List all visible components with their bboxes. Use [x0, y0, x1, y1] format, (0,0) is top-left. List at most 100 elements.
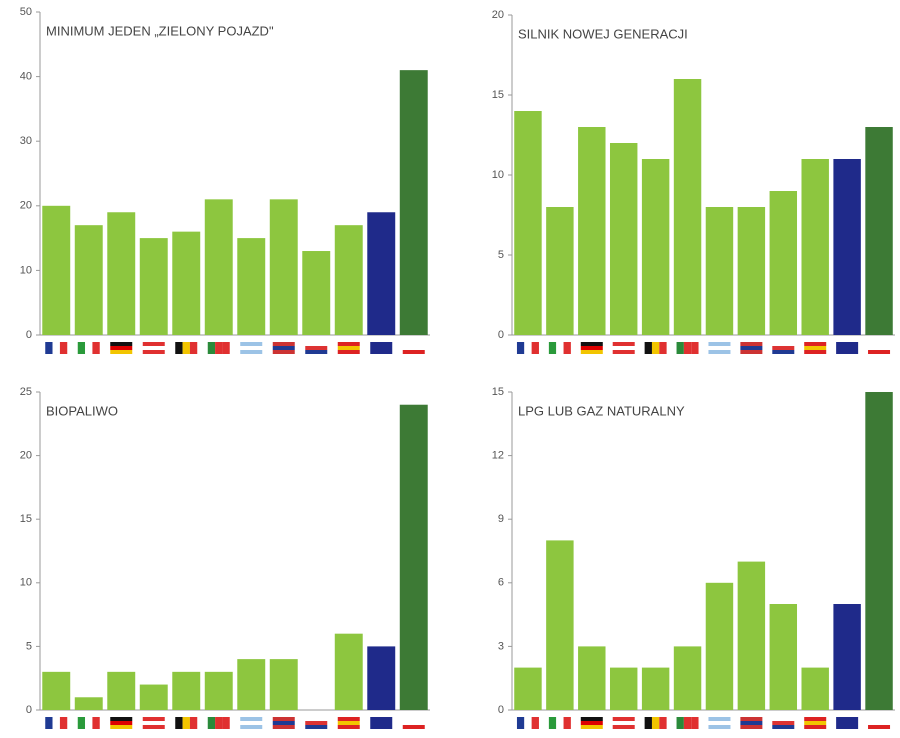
bar — [737, 561, 766, 710]
bar — [74, 697, 103, 710]
flag-stripe — [868, 721, 891, 725]
flag-stripe — [370, 717, 393, 721]
flag-stripe — [85, 717, 93, 729]
bar — [737, 207, 766, 335]
flag-stripe — [337, 721, 360, 725]
flag-stripe — [110, 350, 133, 354]
flag-stripe — [337, 725, 360, 729]
flag-stripe — [337, 346, 360, 350]
flag-stripe — [92, 342, 100, 354]
bar — [302, 251, 331, 335]
y-tick-label: 0 — [26, 329, 32, 341]
flag-stripe — [580, 717, 603, 721]
flag-stripe — [272, 342, 295, 346]
y-tick-label: 20 — [492, 9, 504, 21]
flag-stripe — [740, 346, 763, 350]
flag-stripe — [215, 717, 223, 729]
bar — [139, 684, 168, 710]
flag-stripe — [45, 342, 53, 354]
bar — [204, 199, 233, 335]
flag-stripe — [580, 721, 603, 725]
flag-stripe — [222, 717, 230, 729]
flag-stripe — [45, 717, 53, 729]
y-tick-label: 30 — [20, 135, 32, 147]
y-tick-label: 0 — [498, 704, 504, 716]
flag-stripe — [305, 346, 328, 350]
flag-stripe — [92, 717, 100, 729]
flag-stripe — [708, 721, 731, 725]
flag-stripe — [548, 342, 557, 354]
bar — [578, 646, 606, 710]
flag-stripe — [524, 717, 532, 729]
flag-stripe — [240, 350, 263, 354]
bar — [833, 604, 861, 710]
y-tick-label: 10 — [492, 169, 504, 181]
flag-stripe — [142, 721, 165, 725]
flag-stripe — [85, 342, 93, 354]
flag-stripe — [59, 717, 68, 729]
bar — [641, 667, 670, 710]
bar — [801, 159, 829, 335]
flag-stripe — [240, 725, 263, 729]
flag-stripe — [740, 342, 763, 346]
bar — [673, 646, 702, 710]
flag-stripe — [659, 717, 667, 729]
flag-stripe — [548, 717, 557, 729]
flag-stripe — [402, 346, 425, 350]
flag-stripe — [868, 342, 891, 346]
flag-stripe — [691, 342, 699, 354]
flag-stripe — [612, 350, 635, 354]
flag-stripe — [272, 717, 295, 721]
flag-stripe — [207, 342, 216, 354]
flag-stripe — [772, 342, 795, 346]
flag-stripe — [772, 725, 795, 729]
flag-stripe — [337, 350, 360, 354]
y-tick-label: 0 — [498, 329, 504, 341]
flag-stripe — [580, 725, 603, 729]
flag-stripe — [836, 342, 859, 346]
bar — [609, 667, 638, 710]
flag-stripe — [651, 342, 660, 354]
bar — [673, 79, 702, 335]
flag-stripe — [182, 717, 190, 729]
flag-stripe — [691, 717, 699, 729]
chart-title: LPG LUB GAZ NATURALNY — [518, 403, 685, 418]
flag-stripe — [836, 721, 859, 725]
flag-stripe — [305, 717, 328, 721]
bar — [172, 231, 201, 335]
flag-stripe — [175, 717, 183, 729]
flag-stripe — [580, 342, 603, 346]
bar — [546, 207, 574, 335]
y-tick-label: 10 — [20, 577, 32, 589]
flag-stripe — [836, 725, 859, 729]
flag-stripe — [240, 346, 263, 350]
flag-stripe — [556, 342, 564, 354]
flag-stripe — [370, 342, 393, 346]
flag-stripe — [708, 717, 731, 721]
flag-stripe — [305, 350, 328, 354]
flag-stripe — [772, 717, 795, 721]
chart-title: MINIMUM JEDEN „ZIELONY POJAZD" — [46, 23, 274, 38]
flag-stripe — [612, 342, 635, 346]
flag-stripe — [531, 717, 539, 729]
flag-stripe — [402, 717, 425, 721]
flag-stripe — [370, 721, 393, 725]
flag-stripe — [836, 717, 859, 721]
flag-stripe — [402, 342, 425, 346]
bar — [269, 199, 298, 335]
y-tick-label: 25 — [20, 386, 32, 398]
bar — [399, 70, 428, 335]
y-tick-label: 20 — [20, 200, 32, 212]
bar — [641, 159, 670, 335]
flag-stripe — [337, 342, 360, 346]
flag-stripe — [804, 717, 827, 721]
flag-stripe — [708, 725, 731, 729]
flag-stripe — [740, 725, 763, 729]
flag-stripe — [772, 350, 795, 354]
bar — [801, 667, 829, 710]
bar — [705, 582, 734, 710]
bar — [334, 633, 363, 710]
flag-stripe — [222, 342, 230, 354]
flag-stripe — [868, 725, 891, 729]
